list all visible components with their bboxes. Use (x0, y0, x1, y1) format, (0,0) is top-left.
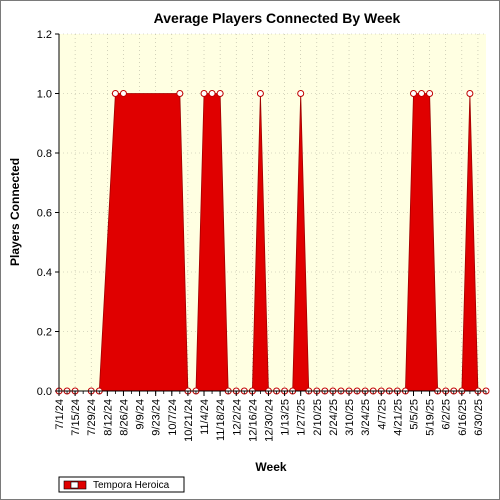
x-tick-label: 8/26/24 (118, 399, 130, 436)
x-tick-label: 12/2/24 (231, 399, 243, 436)
data-point (297, 90, 305, 97)
data-point (256, 90, 264, 97)
y-tick-label: 0.6 (37, 208, 52, 220)
x-tick-label: 12/30/24 (263, 399, 275, 442)
data-point (426, 90, 434, 97)
data-point (111, 90, 119, 97)
data-point (208, 90, 216, 97)
y-axis-label: Players Connected (8, 158, 22, 266)
legend-box (58, 476, 185, 493)
x-tick-label: 9/23/24 (151, 399, 163, 436)
legend-marker-icon (70, 481, 79, 489)
y-tick-label: 1.0 (37, 89, 52, 101)
y-tick-labels: 0.0 0.2 0.4 0.6 0.8 1.0 1.2 (37, 29, 59, 398)
x-tick-label: 12/16/24 (247, 399, 259, 442)
data-point (418, 90, 426, 97)
legend: Tempora Heroica (58, 476, 185, 493)
x-tick-label: 7/15/24 (70, 399, 82, 436)
legend-entry: Tempora Heroica (93, 480, 170, 491)
x-tick-label: 6/2/25 (441, 399, 453, 430)
x-tick-labels: 7/1/24 7/15/24 7/29/24 8/12/24 8/26/24 9/9/24… (54, 391, 487, 442)
x-tick-label: 3/10/25 (344, 399, 356, 436)
x-tick-label: 9/9/24 (135, 399, 147, 430)
x-tick-label: 8/12/24 (102, 399, 114, 436)
x-tick-label: 1/27/25 (296, 399, 308, 436)
x-tick-label: 6/16/25 (457, 399, 469, 436)
x-tick-label: 5/19/25 (425, 399, 437, 436)
x-tick-label: 6/30/25 (473, 399, 485, 436)
x-tick-label: 4/7/25 (376, 399, 388, 430)
x-tick-label: 2/10/25 (312, 399, 324, 436)
x-tick-label: 10/7/24 (167, 399, 179, 436)
x-axis-label: Week (255, 460, 286, 474)
data-point (466, 90, 474, 97)
y-tick-label: 0.4 (37, 267, 52, 279)
y-tick-label: 0.0 (37, 386, 52, 398)
x-tick-label: 11/18/24 (215, 399, 227, 441)
x-tick-label: 1/13/25 (280, 399, 292, 436)
y-tick-label: 1.2 (37, 29, 52, 41)
data-point (216, 90, 224, 97)
x-tick-label: 10/21/24 (183, 399, 195, 442)
x-tick-label: 7/1/24 (54, 399, 66, 430)
data-point (176, 90, 184, 97)
x-tick-label: 2/24/25 (328, 399, 340, 436)
x-tick-label: 3/24/25 (360, 399, 372, 436)
x-tick-label: 11/4/24 (199, 399, 211, 435)
y-tick-label: 0.2 (37, 327, 52, 339)
data-point (200, 90, 208, 97)
chart-title: Average Players Connected By Week (154, 10, 401, 26)
x-tick-label: 5/5/25 (408, 399, 420, 430)
data-point (409, 90, 417, 97)
x-tick-label: 7/29/24 (86, 399, 98, 436)
data-point (119, 90, 127, 97)
y-tick-label: 0.8 (37, 148, 52, 160)
x-tick-label: 4/21/25 (392, 399, 404, 436)
